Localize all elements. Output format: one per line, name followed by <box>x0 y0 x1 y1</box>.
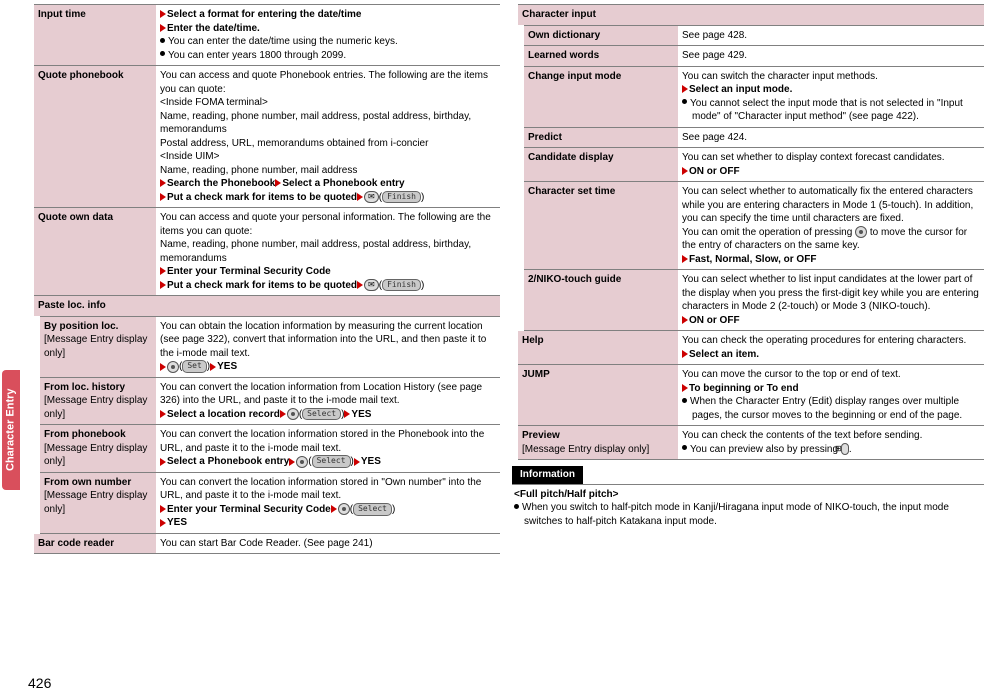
row-desc-niko: You can select whether to list input can… <box>678 270 984 331</box>
row-label-from-phonebook: From phonebook[Message Entry display onl… <box>34 425 156 473</box>
row-label-change-mode: Change input mode <box>518 66 678 127</box>
row-label-preview: Preview[Message Entry display only] <box>518 426 678 460</box>
row-desc-input-time: Select a format for entering the date/ti… <box>156 5 500 66</box>
triangle-icon <box>682 255 688 263</box>
select-pill: Select <box>312 455 351 468</box>
triangle-icon <box>344 410 350 418</box>
select-pill: Select <box>302 408 341 421</box>
nav-key-icon <box>855 226 867 238</box>
center-key-icon <box>296 456 308 468</box>
triangle-icon <box>682 85 688 93</box>
triangle-icon <box>357 281 363 289</box>
row-label-quote-own: Quote own data <box>34 208 156 296</box>
triangle-icon <box>160 179 166 187</box>
bullet-icon <box>160 38 165 43</box>
triangle-icon <box>160 410 166 418</box>
row-label-from-history: From loc. history[Message Entry display … <box>34 377 156 425</box>
triangle-icon <box>289 458 295 466</box>
center-key-icon <box>287 408 299 420</box>
triangle-icon <box>331 505 337 513</box>
set-pill: Set <box>182 360 206 373</box>
center-key-icon <box>338 503 350 515</box>
row-desc-learned: See page 429. <box>678 46 984 67</box>
bullet-icon <box>682 445 687 450</box>
row-label-char-set-time: Character set time <box>518 182 678 270</box>
row-desc-change-mode: You can switch the character input metho… <box>678 66 984 127</box>
bullet-icon <box>682 99 687 104</box>
section-char-input: Character input <box>518 5 984 26</box>
row-desc-quote-phonebook: You can access and quote Phonebook entri… <box>156 66 500 208</box>
mail-key-icon: ✉ <box>364 279 379 292</box>
bullet-icon <box>160 51 165 56</box>
left-column: Input time Select a format for entering … <box>28 4 500 554</box>
mail-key-icon: ✉ <box>364 191 379 204</box>
row-desc-by-position: You can obtain the location information … <box>156 316 500 377</box>
row-desc-jump: You can move the cursor to the top or en… <box>678 365 984 426</box>
row-desc-barcode: You can start Bar Code Reader. (See page… <box>156 533 500 554</box>
row-desc-char-set-time: You can select whether to automatically … <box>678 182 984 270</box>
triangle-icon <box>357 193 363 201</box>
triangle-icon <box>682 316 688 324</box>
finish-pill: Finish <box>382 191 421 204</box>
row-desc-from-own-number: You can convert the location information… <box>156 472 500 533</box>
triangle-icon <box>160 505 166 513</box>
row-desc-from-phonebook: You can convert the location information… <box>156 425 500 473</box>
triangle-icon <box>160 10 166 18</box>
row-desc-own-dict: See page 428. <box>678 25 984 46</box>
row-label-candidate: Candidate display <box>518 148 678 182</box>
row-label-predict: Predict <box>518 127 678 148</box>
right-column: Character input Own dictionary See page … <box>512 4 984 554</box>
triangle-icon <box>160 193 166 201</box>
page-number: 426 <box>28 674 51 693</box>
triangle-icon <box>160 458 166 466</box>
row-desc-candidate: You can set whether to display context f… <box>678 148 984 182</box>
key-icon: ⊞ <box>841 443 849 456</box>
row-desc-preview: You can check the contents of the text b… <box>678 426 984 460</box>
row-label-jump: JUMP <box>518 365 678 426</box>
row-label-quote-phonebook: Quote phonebook <box>34 66 156 208</box>
row-label-own-dict: Own dictionary <box>518 25 678 46</box>
triangle-icon <box>682 384 688 392</box>
info-text: When you switch to half-pitch mode in Ka… <box>522 502 949 527</box>
row-label-niko: 2/NIKO-touch guide <box>518 270 678 331</box>
row-label-from-own-number: From own number[Message Entry display on… <box>34 472 156 533</box>
row-desc-predict: See page 424. <box>678 127 984 148</box>
finish-pill: Finish <box>382 279 421 292</box>
triangle-icon <box>160 24 166 32</box>
center-key-icon <box>167 361 179 373</box>
triangle-icon <box>682 350 688 358</box>
triangle-icon <box>160 281 166 289</box>
section-tab: Character Entry <box>2 370 20 490</box>
information-box: Information <Full pitch/Half pitch> When… <box>512 466 984 531</box>
row-label-input-time: Input time <box>34 5 156 66</box>
bullet-icon <box>514 504 519 509</box>
row-label-learned: Learned words <box>518 46 678 67</box>
triangle-icon <box>160 519 166 527</box>
triangle-icon <box>280 410 286 418</box>
bullet-icon <box>682 398 687 403</box>
triangle-icon <box>160 363 166 371</box>
select-pill: Select <box>353 503 392 516</box>
row-desc-help: You can check the operating procedures f… <box>678 331 984 365</box>
row-label-barcode: Bar code reader <box>34 533 156 554</box>
info-subhead: <Full pitch/Half pitch> <box>514 489 618 500</box>
row-desc-quote-own: You can access and quote your personal i… <box>156 208 500 296</box>
triangle-icon <box>210 363 216 371</box>
information-label: Information <box>512 466 583 484</box>
triangle-icon <box>160 267 166 275</box>
row-label-help: Help <box>518 331 678 365</box>
row-desc-from-history: You can convert the location information… <box>156 377 500 425</box>
triangle-icon <box>354 458 360 466</box>
triangle-icon <box>682 167 688 175</box>
section-paste-loc: Paste loc. info <box>34 296 500 317</box>
triangle-icon <box>275 179 281 187</box>
row-label-by-position: By position loc.[Message Entry display o… <box>34 316 156 377</box>
